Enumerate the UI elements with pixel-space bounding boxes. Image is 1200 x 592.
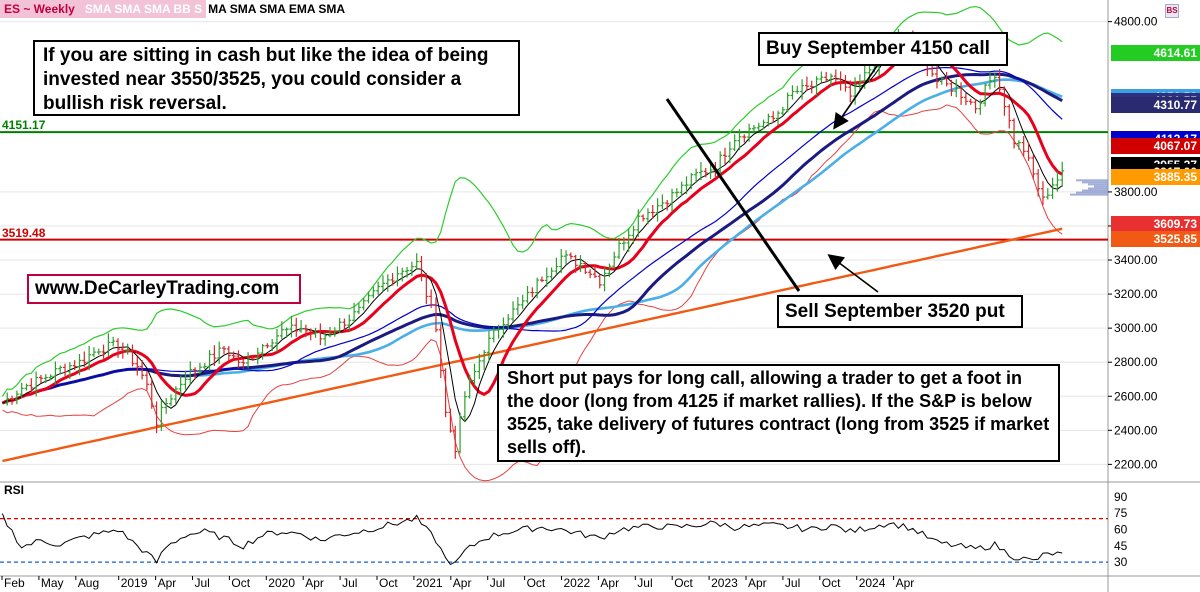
x-tick-label: Apr <box>896 576 915 590</box>
x-tick-label: Oct <box>379 576 398 590</box>
volume-bar <box>1076 191 1108 194</box>
x-tick-label: 2019 <box>121 576 148 590</box>
chart-title-bar: ES ~ Weekly SMA SMA SMA BB S MA SMA SMA … <box>0 0 345 18</box>
sell-put-annotation: Sell September 3520 put <box>777 295 1023 328</box>
x-tick-label: Apr <box>748 576 767 590</box>
sell-arrow <box>827 254 879 293</box>
price-tick-label: 3400.00 <box>1114 253 1158 267</box>
website-label[interactable]: www.DeCarleyTrading.com <box>27 274 301 304</box>
price-tick-label: 3000.00 <box>1114 321 1158 335</box>
volume-bar <box>1070 193 1108 196</box>
x-tick-label: Aug <box>78 576 99 590</box>
x-tick-label: Apr <box>305 576 324 590</box>
price-candles <box>5 29 1065 459</box>
rsi-title: RSI <box>4 483 24 497</box>
price-tick-label: 4800.00 <box>1114 15 1158 29</box>
price-tick-label: 3200.00 <box>1114 287 1158 301</box>
last-value-label: 3609.73 <box>1111 216 1200 233</box>
hline-label: 3519.48 <box>2 225 46 240</box>
rsi-tick-label: 60 <box>1114 523 1128 537</box>
x-tick-label: May <box>41 576 64 590</box>
rsi-panel: RSI <box>0 483 1108 566</box>
sma-40 <box>1 72 1063 405</box>
rsi-tick-label: 75 <box>1114 506 1128 520</box>
volume-bar <box>1082 189 1108 192</box>
price-tick-label: 2400.00 <box>1114 423 1158 437</box>
last-value-label: 4067.07 <box>1111 138 1200 155</box>
x-tick-label: Oct <box>822 576 841 590</box>
x-tick-label: Apr <box>158 576 177 590</box>
volume-bar <box>1088 183 1108 186</box>
last-value-label: 4614.61 <box>1111 45 1200 62</box>
x-tick-label: Apr <box>600 576 619 590</box>
x-tick-label: 2020 <box>268 576 295 590</box>
sma-200 <box>2 227 1063 463</box>
x-tick-label: Jul <box>490 576 505 590</box>
x-tick-label: Oct <box>231 576 250 590</box>
x-tick-label: 2022 <box>564 576 591 590</box>
sma-30 <box>2 67 1063 404</box>
trend-line <box>665 98 801 292</box>
x-tick-label: Oct <box>674 576 693 590</box>
x-tick-label: 2021 <box>416 576 443 590</box>
x-tick-label: Jul <box>785 576 800 590</box>
rsi-tick-label: 30 <box>1114 555 1128 569</box>
x-tick-label: 2023 <box>711 576 738 590</box>
explanation-annotation: Short put pays for long call, allowing a… <box>497 364 1060 462</box>
price-tick-label: 3800.00 <box>1114 185 1158 199</box>
annotation-arrows <box>665 65 879 293</box>
x-tick-label: Jul <box>342 576 357 590</box>
bs-badge[interactable]: BS <box>1165 4 1179 18</box>
symbol-label[interactable]: ES ~ Weekly <box>0 0 81 18</box>
last-value-label: 3885.35 <box>1111 169 1200 186</box>
price-tick-label: 2200.00 <box>1114 457 1158 471</box>
x-tick-label: Jul <box>195 576 210 590</box>
last-value-label: 3525.85 <box>1111 230 1200 247</box>
bb-lower <box>2 104 1063 482</box>
price-tick-label: 2600.00 <box>1114 389 1158 403</box>
buy-call-annotation: Buy September 4150 call <box>758 32 1008 66</box>
hline-label: 4151.17 <box>2 118 46 133</box>
support-resistance-lines <box>0 131 1108 241</box>
x-tick-label: Oct <box>527 576 546 590</box>
intro-annotation: If you are sitting in cash but like the … <box>33 40 520 116</box>
moving-averages <box>1 38 1063 463</box>
x-tick-label: Feb <box>4 576 25 590</box>
volume-bar <box>1076 179 1108 182</box>
rsi-tick-label: 45 <box>1114 539 1128 553</box>
buy-arrow <box>833 65 878 130</box>
x-tick-label: Apr <box>453 576 472 590</box>
volume-bar <box>1082 181 1108 184</box>
indicator-list-rest[interactable]: MA SMA SMA EMA SMA <box>208 2 346 16</box>
x-tick-label: Jul <box>637 576 652 590</box>
rsi-tick-label: 90 <box>1114 490 1128 504</box>
volume-bar <box>1088 187 1108 190</box>
volume-bar <box>1094 185 1108 188</box>
volume-profile <box>1070 179 1108 196</box>
indicator-list[interactable]: SMA SMA SMA BB S <box>80 0 207 18</box>
x-tick-label: 2024 <box>859 576 886 590</box>
price-tick-label: 2800.00 <box>1114 355 1158 369</box>
last-value-label: 4310.77 <box>1111 96 1200 113</box>
rsi-line <box>1 513 1063 566</box>
sma-10 <box>1 42 1063 405</box>
